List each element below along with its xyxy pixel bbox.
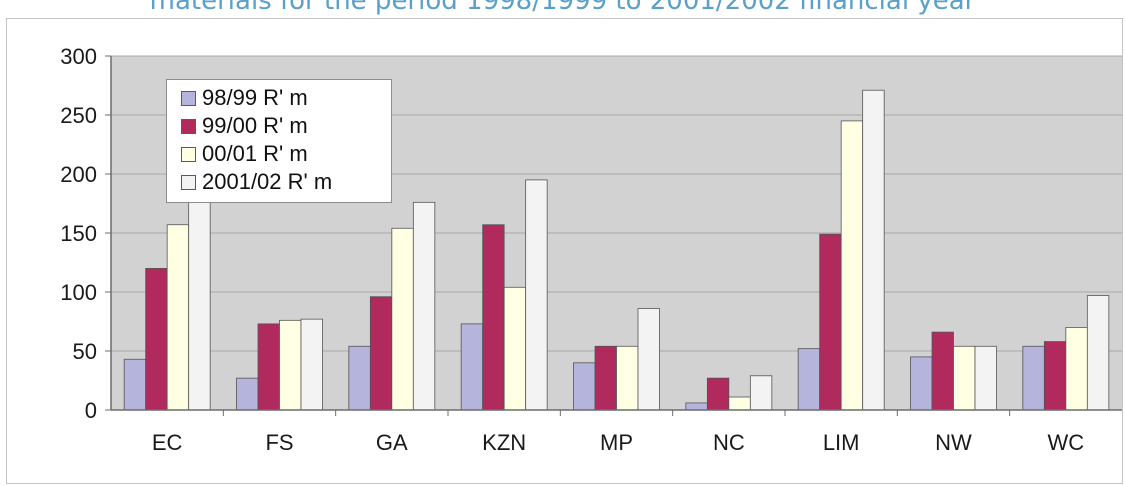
y-tick-label: 300 (60, 44, 97, 69)
bar (974, 345, 997, 411)
bar (840, 120, 864, 411)
y-tick-label: 250 (60, 103, 97, 128)
bar (749, 375, 773, 411)
bar (594, 345, 617, 411)
legend-swatch (181, 118, 196, 134)
chart-legend: 98/99 R' m 99/00 R' m 00/01 R' m 2001/02 R'… (166, 79, 392, 203)
legend-label: 2001/02 R' m (202, 169, 333, 194)
legend-label: 99/00 R' m (202, 113, 308, 138)
y-tick-label: 100 (60, 280, 97, 305)
bars (123, 89, 1110, 411)
bar (525, 179, 548, 411)
legend-item: 2001/02 R' m (181, 168, 391, 196)
bar (706, 377, 730, 411)
bar (188, 196, 211, 411)
bar (910, 356, 933, 411)
y-tick-label: 200 (60, 162, 97, 187)
x-tick-label: KZN (482, 430, 526, 455)
bar (728, 396, 751, 411)
bar (573, 362, 596, 411)
bar (1043, 341, 1067, 411)
x-tick-label: FS (265, 430, 293, 455)
bar (1086, 295, 1110, 411)
bar (931, 331, 954, 411)
x-tick-label: EC (152, 430, 183, 455)
legend-item: 99/00 R' m (181, 112, 391, 140)
legend-label: 00/01 R' m (202, 141, 308, 166)
bar (1022, 345, 1045, 411)
bar (637, 308, 660, 411)
legend-swatch (181, 174, 196, 190)
x-tick-label: MP (600, 430, 633, 455)
bar (953, 345, 976, 411)
y-tick-label: 50 (73, 339, 97, 364)
x-tick-label: NC (713, 430, 745, 455)
bar (279, 319, 302, 411)
legend-item: 00/01 R' m (181, 140, 391, 168)
x-tick-label: LIM (823, 430, 860, 455)
bar (616, 345, 639, 411)
bar (685, 402, 708, 411)
axes: 0 50 100 150 200 250 300 EC FS GA KZN MP NC LIM NW WC (60, 44, 1122, 455)
bar (482, 224, 505, 411)
bar (819, 233, 842, 411)
bar (123, 358, 147, 411)
legend-label: 98/99 R' m (202, 85, 308, 110)
y-tick-label: 0 (85, 398, 97, 423)
bar (300, 318, 323, 411)
x-tick-label: WC (1048, 430, 1085, 455)
bar (348, 345, 371, 411)
bar (391, 227, 414, 411)
bar (412, 201, 436, 411)
bar (369, 296, 393, 411)
bar (1065, 326, 1088, 411)
chart-frame: 0 50 100 150 200 250 300 EC FS GA KZN MP NC LIM NW WC 9… (6, 18, 1123, 484)
bar (460, 323, 484, 411)
y-tick-label: 150 (60, 221, 97, 246)
x-tick-label: GA (376, 430, 408, 455)
x-tick-label: NW (935, 430, 972, 455)
legend-swatch (181, 90, 196, 106)
legend-item: 98/99 R' m (181, 84, 391, 112)
bar-chart: 0 50 100 150 200 250 300 EC FS GA KZN MP NC LIM NW WC (60, 44, 1122, 455)
chart-caption: materials for the period 1998/1999 to 20… (149, 0, 976, 16)
bar (236, 377, 259, 411)
bar (503, 286, 527, 411)
legend-swatch (181, 146, 196, 162)
bar (166, 224, 190, 411)
bar (797, 348, 821, 411)
bar (145, 267, 168, 411)
bar (862, 89, 885, 411)
bar (257, 323, 280, 411)
